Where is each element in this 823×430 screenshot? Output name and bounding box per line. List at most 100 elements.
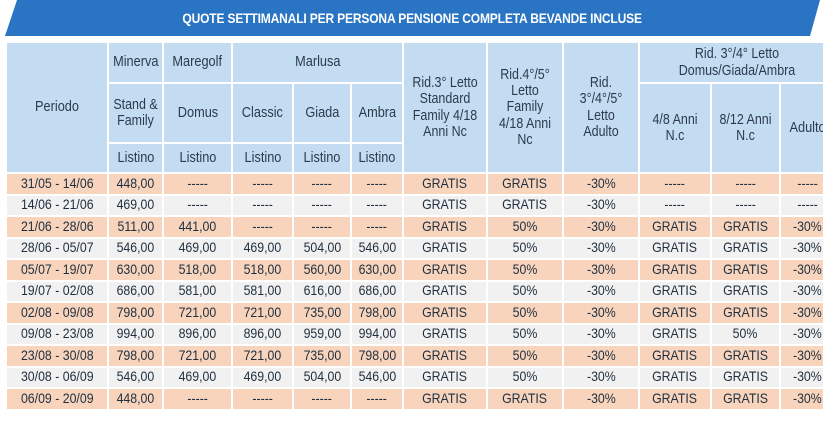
table-row: 28/06 - 05/07 546,00 469,00 469,00 504,00 546… bbox=[7, 238, 823, 258]
table-cell: 546,00 bbox=[109, 238, 162, 258]
table-cell: -30% bbox=[781, 346, 823, 366]
table-cell: 560,00 bbox=[294, 260, 350, 280]
table-cell: ----- bbox=[640, 174, 710, 194]
table-cell: 798,00 bbox=[109, 346, 162, 366]
table-cell: GRATIS bbox=[640, 367, 710, 387]
period-cell: 05/07 - 19/07 bbox=[7, 260, 107, 280]
header-giada: Giada bbox=[294, 84, 350, 142]
table-row: 02/08 - 09/08 798,00 721,00 721,00 735,00 798… bbox=[7, 303, 823, 323]
table-cell: -30% bbox=[564, 367, 638, 387]
period-cell: 28/06 - 05/07 bbox=[7, 238, 107, 258]
table-cell: 735,00 bbox=[294, 303, 350, 323]
table-cell: 616,00 bbox=[294, 281, 350, 301]
period-cell: 14/06 - 21/06 bbox=[7, 195, 107, 215]
table-cell: ----- bbox=[352, 389, 402, 409]
table-cell: ----- bbox=[352, 174, 402, 194]
table-cell: GRATIS bbox=[712, 238, 779, 258]
table-cell: GRATIS bbox=[712, 303, 779, 323]
table-cell: -30% bbox=[564, 346, 638, 366]
table-cell: -30% bbox=[781, 303, 823, 323]
header-listino: Listino bbox=[352, 144, 402, 172]
table-cell: -30% bbox=[564, 281, 638, 301]
table-cell: GRATIS bbox=[712, 367, 779, 387]
table-cell: ----- bbox=[164, 195, 231, 215]
table-cell: 50% bbox=[488, 238, 562, 258]
header-rid345-adulto: Rid. 3°/4°/5° Letto Adulto bbox=[564, 43, 638, 172]
table-cell: GRATIS bbox=[640, 324, 710, 344]
header-classic: Classic bbox=[233, 84, 292, 142]
table-cell: 469,00 bbox=[109, 195, 162, 215]
price-table: Periodo Minerva Maregolf Marlusa Rid.3° … bbox=[5, 41, 823, 411]
table-cell: GRATIS bbox=[404, 281, 486, 301]
table-cell: GRATIS bbox=[404, 303, 486, 323]
table-cell: ----- bbox=[712, 174, 779, 194]
table-cell: 686,00 bbox=[109, 281, 162, 301]
header-rid3-standard: Rid.3° Letto Standard Family 4/18 Anni N… bbox=[404, 43, 486, 172]
header-marlusa: Marlusa bbox=[233, 43, 402, 82]
header-listino: Listino bbox=[233, 144, 292, 172]
table-cell: 994,00 bbox=[352, 324, 402, 344]
table-cell: 630,00 bbox=[109, 260, 162, 280]
table-cell: GRATIS bbox=[712, 389, 779, 409]
table-row: 21/06 - 28/06 511,00 441,00 ----- ----- -----… bbox=[7, 217, 823, 237]
table-row: 06/09 - 20/09 448,00 ----- ----- ----- ----- G… bbox=[7, 389, 823, 409]
table-cell: GRATIS bbox=[488, 195, 562, 215]
table-cell: -30% bbox=[564, 217, 638, 237]
header-ambra: Ambra bbox=[352, 84, 402, 142]
period-cell: 31/05 - 14/06 bbox=[7, 174, 107, 194]
table-cell: 448,00 bbox=[109, 389, 162, 409]
table-cell: 50% bbox=[488, 303, 562, 323]
title-banner: QUOTE SETTIMANALI PER PERSONA PENSIONE C… bbox=[5, 0, 820, 36]
table-cell: 511,00 bbox=[109, 217, 162, 237]
table-cell: 469,00 bbox=[233, 367, 292, 387]
table-cell: 581,00 bbox=[233, 281, 292, 301]
header-domus: Domus bbox=[164, 84, 231, 142]
table-cell: ----- bbox=[294, 174, 350, 194]
table-cell: -30% bbox=[564, 260, 638, 280]
table-cell: 441,00 bbox=[164, 217, 231, 237]
table-cell: GRATIS bbox=[404, 217, 486, 237]
header-adulto: Adulto bbox=[781, 84, 823, 172]
table-cell: GRATIS bbox=[488, 389, 562, 409]
table-cell: 504,00 bbox=[294, 367, 350, 387]
table-cell: -30% bbox=[781, 367, 823, 387]
table-cell: 50% bbox=[488, 217, 562, 237]
table-cell: 546,00 bbox=[352, 238, 402, 258]
table-cell: ----- bbox=[294, 389, 350, 409]
table-cell: GRATIS bbox=[404, 174, 486, 194]
header-periodo: Periodo bbox=[7, 43, 107, 172]
table-cell: 50% bbox=[488, 367, 562, 387]
header-minerva: Minerva bbox=[109, 43, 162, 82]
table-cell: 798,00 bbox=[352, 346, 402, 366]
header-anni-4-8: 4/8 Anni N.c bbox=[640, 84, 710, 172]
table-cell: GRATIS bbox=[640, 238, 710, 258]
table-cell: 959,00 bbox=[294, 324, 350, 344]
table-row: 23/08 - 30/08 798,00 721,00 721,00 735,00 798… bbox=[7, 346, 823, 366]
table-row: 31/05 - 14/06 448,00 ----- ----- ----- ----- G… bbox=[7, 174, 823, 194]
table-cell: -30% bbox=[564, 303, 638, 323]
table-cell: -30% bbox=[781, 389, 823, 409]
table-cell: ----- bbox=[352, 195, 402, 215]
table-cell: GRATIS bbox=[640, 389, 710, 409]
header-maregolf: Maregolf bbox=[164, 43, 231, 82]
table-cell: GRATIS bbox=[712, 260, 779, 280]
table-row: 14/06 - 21/06 469,00 ----- ----- ----- ----- G… bbox=[7, 195, 823, 215]
table-cell: GRATIS bbox=[640, 281, 710, 301]
table-cell: 448,00 bbox=[109, 174, 162, 194]
table-title: QUOTE SETTIMANALI PER PERSONA PENSIONE C… bbox=[182, 10, 643, 26]
table-cell: GRATIS bbox=[404, 367, 486, 387]
table-cell: 50% bbox=[488, 260, 562, 280]
header-listino: Listino bbox=[109, 144, 162, 172]
table-cell: 630,00 bbox=[352, 260, 402, 280]
table-cell: 50% bbox=[488, 281, 562, 301]
table-cell: ----- bbox=[294, 217, 350, 237]
table-cell: GRATIS bbox=[404, 195, 486, 215]
table-cell: 721,00 bbox=[233, 303, 292, 323]
table-cell: -30% bbox=[564, 195, 638, 215]
table-cell: -30% bbox=[781, 324, 823, 344]
table-cell: 518,00 bbox=[164, 260, 231, 280]
table-cell: 896,00 bbox=[233, 324, 292, 344]
header-listino: Listino bbox=[294, 144, 350, 172]
table-cell: -30% bbox=[564, 238, 638, 258]
table-row: 05/07 - 19/07 630,00 518,00 518,00 560,00 630… bbox=[7, 260, 823, 280]
